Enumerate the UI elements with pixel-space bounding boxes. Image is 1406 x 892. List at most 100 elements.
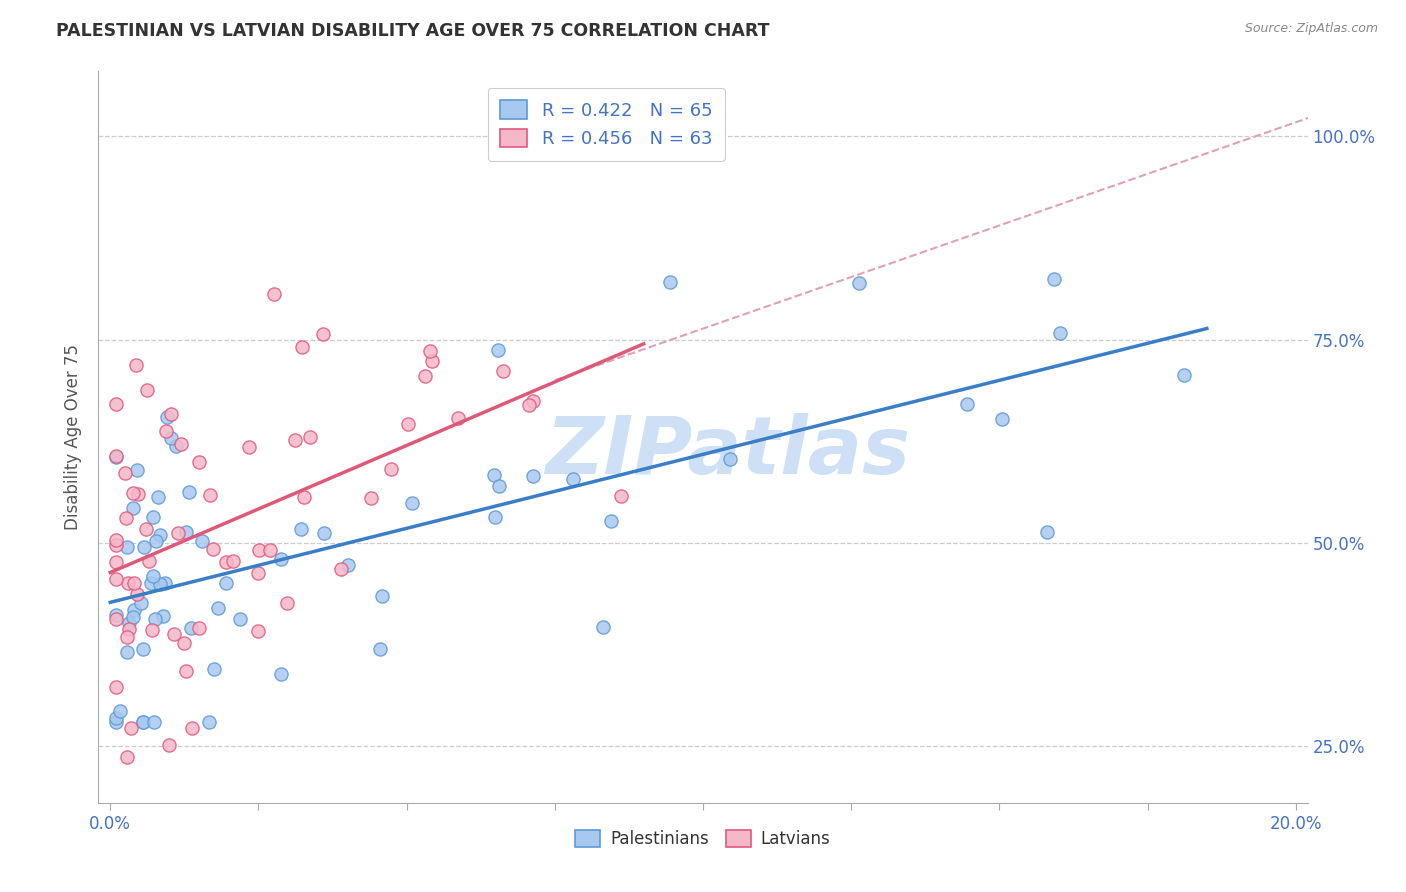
Point (492, 364, 515, 378)
Point (312, 526, 335, 541)
Point (330, 562, 353, 576)
Point (336, 558, 359, 573)
Point (162, 627, 184, 641)
Point (228, 612, 250, 626)
Point (562, 473, 585, 487)
Point (118, 623, 141, 637)
Point (105, 711, 128, 725)
Point (488, 478, 510, 492)
Point (270, 666, 292, 681)
Point (134, 540, 156, 554)
Point (105, 714, 128, 729)
Point (117, 576, 139, 591)
Point (284, 433, 307, 447)
Point (1036, 525, 1059, 540)
Point (132, 714, 155, 729)
Point (247, 566, 270, 580)
Point (419, 343, 441, 358)
Point (142, 510, 165, 524)
Point (198, 487, 221, 501)
Point (105, 572, 128, 586)
Point (115, 511, 138, 525)
Point (155, 424, 177, 438)
Point (122, 575, 145, 590)
Point (118, 615, 141, 630)
Point (138, 554, 160, 568)
Point (155, 575, 177, 590)
Point (380, 462, 402, 476)
Text: PALESTINIAN VS LATVIAN DISABILITY AGE OVER 75 CORRELATION CHART: PALESTINIAN VS LATVIAN DISABILITY AGE OV… (56, 22, 769, 40)
Point (129, 596, 152, 610)
Point (214, 555, 236, 569)
Point (110, 704, 132, 718)
Point (148, 528, 170, 542)
Text: ZIPatlas: ZIPatlas (544, 413, 910, 491)
Point (132, 642, 155, 657)
Point (486, 343, 509, 357)
Point (292, 490, 315, 504)
Point (848, 276, 870, 290)
Point (368, 642, 391, 657)
Point (152, 609, 174, 624)
Point (115, 750, 138, 764)
Point (956, 396, 979, 410)
Point (522, 469, 544, 483)
Point (127, 487, 149, 501)
Point (148, 490, 170, 504)
Point (135, 523, 157, 537)
Point (131, 714, 153, 729)
Point (105, 450, 128, 464)
Point (360, 491, 382, 505)
Point (114, 466, 136, 480)
Point (447, 411, 470, 425)
Point (159, 431, 181, 445)
Point (135, 383, 157, 397)
Point (115, 645, 138, 659)
Point (259, 543, 281, 558)
Point (105, 608, 128, 623)
Point (120, 721, 142, 735)
Point (160, 407, 183, 421)
Point (276, 596, 298, 610)
Point (658, 276, 681, 290)
Point (610, 489, 633, 503)
Point (396, 417, 419, 432)
Point (122, 486, 145, 500)
Point (105, 555, 128, 569)
Point (522, 394, 544, 409)
Point (291, 340, 314, 354)
Point (484, 467, 506, 482)
Point (207, 601, 229, 615)
Point (187, 455, 209, 469)
Point (170, 437, 193, 451)
Point (176, 524, 198, 539)
Point (177, 485, 200, 500)
Point (122, 610, 145, 624)
Point (299, 429, 322, 443)
Point (420, 354, 443, 368)
Point (121, 500, 143, 515)
Point (149, 577, 172, 591)
Point (1173, 368, 1195, 383)
Point (143, 714, 166, 729)
Point (270, 552, 292, 566)
Point (247, 624, 270, 639)
Point (105, 538, 128, 552)
Point (592, 620, 614, 634)
Point (180, 721, 202, 735)
Point (143, 612, 166, 626)
Text: Source: ZipAtlas.com: Source: ZipAtlas.com (1244, 22, 1378, 36)
Point (401, 496, 423, 510)
Point (141, 576, 163, 591)
Point (517, 398, 540, 412)
Point (990, 412, 1012, 426)
Point (117, 540, 139, 554)
Point (105, 612, 128, 626)
Point (142, 568, 165, 582)
Point (1042, 271, 1064, 285)
Point (238, 440, 260, 454)
Point (124, 358, 146, 372)
Legend: Palestinians, Latvians: Palestinians, Latvians (567, 822, 839, 856)
Point (105, 397, 128, 411)
Point (202, 662, 225, 676)
